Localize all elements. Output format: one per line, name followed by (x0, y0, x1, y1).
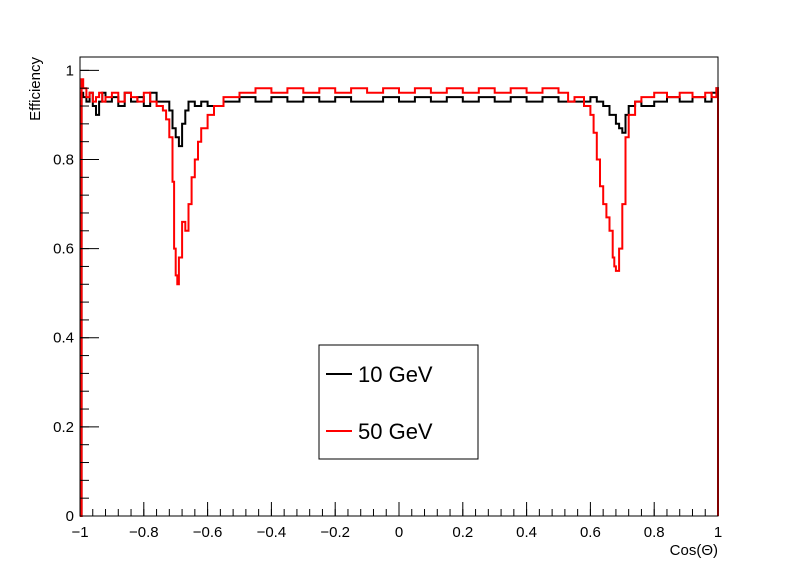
legend: 10 GeV 50 GeV (318, 344, 479, 460)
series-line-50gev (80, 78, 719, 517)
y-axis-title: Efficiency (27, 57, 44, 121)
axis-layer: −1 −0.8 −0.6 −0.4 −0.2 0 0.2 0.4 0.6 0.8 1 0 0.2 0.4 0… (53, 62, 722, 541)
x-tick-label: 0 (395, 524, 403, 541)
x-tick-label: −0.2 (320, 524, 350, 541)
y-tick-label: 0.6 (53, 241, 74, 258)
y-tick-label: 1 (66, 62, 74, 79)
x-tick-label: 0.6 (580, 524, 601, 541)
x-tick-label: 0.4 (516, 524, 537, 541)
legend-label-50gev: 50 GeV (358, 419, 433, 444)
x-tick-label: −0.6 (193, 524, 223, 541)
x-tick-label: −0.8 (129, 524, 159, 541)
series-layer (80, 78, 719, 517)
y-tick-label: 0.8 (53, 151, 74, 168)
x-tick-label: −0.4 (257, 524, 287, 541)
y-tick-label: 0.2 (53, 419, 74, 436)
y-tick-label: 0.4 (53, 330, 74, 347)
x-axis-title: Cos(Θ) (670, 542, 718, 559)
series-line-10gev (80, 87, 719, 517)
x-tick-label: 0.2 (452, 524, 473, 541)
x-tick-label: 0.8 (644, 524, 665, 541)
legend-label-10gev: 10 GeV (358, 362, 433, 387)
legend-box (318, 344, 479, 460)
y-tick-label: 0 (66, 508, 74, 525)
x-tick-label: 1 (714, 524, 722, 541)
x-tick-label: −1 (71, 524, 88, 541)
